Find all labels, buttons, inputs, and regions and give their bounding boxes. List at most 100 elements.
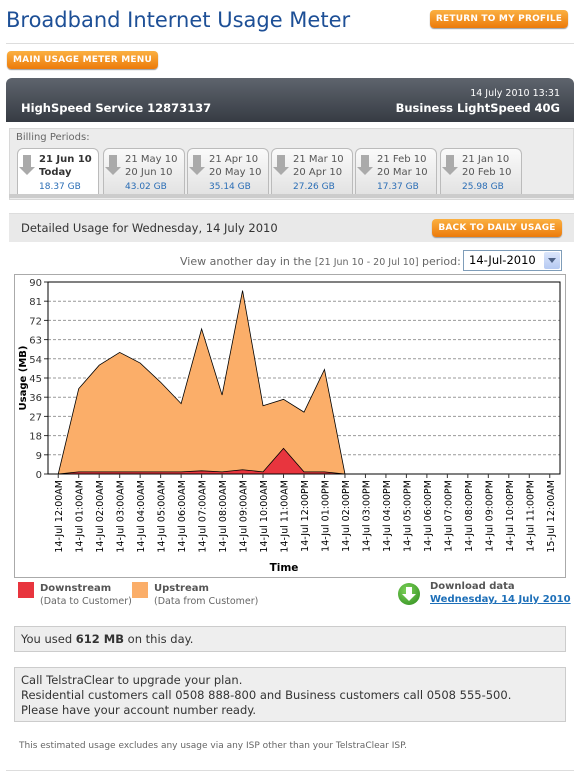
legend-swatch — [132, 582, 148, 598]
x-tick-label: 14-Jul 05:00PM — [402, 480, 413, 552]
account-datetime: 14 July 2010 13:31 — [470, 88, 560, 99]
tab-start: 21 Feb 10 — [377, 154, 427, 165]
period-range: [21 Jun 10 - 20 Jul 10] — [314, 257, 419, 268]
tab-arrow — [19, 155, 35, 175]
y-tick-label: 18 — [29, 432, 42, 443]
y-tick-label: 27 — [29, 412, 42, 423]
tab-baseline — [9, 194, 574, 198]
y-tick-label: 45 — [29, 374, 42, 385]
x-tick-label: 14-Jul 07:00AM — [198, 480, 209, 553]
billing-tab[interactable]: 21 Mar 10 20 Apr 10 27.26 GB — [271, 148, 353, 195]
detail-heading: Detailed Usage for Wednesday, 14 July 20… — [21, 221, 278, 235]
x-tick-label: 14-Jul 07:00PM — [443, 480, 454, 552]
upgrade-line: Please have your account number ready. — [21, 703, 257, 717]
plan-name: Business LightSpeed 40G — [395, 101, 560, 115]
x-tick-label: 14-Jul 04:00PM — [382, 480, 393, 552]
tab-arrow — [189, 155, 205, 175]
y-axis-title: Usage (MB) — [18, 346, 29, 411]
x-tick-label: 14-Jul 06:00AM — [177, 480, 188, 553]
billing-tab[interactable]: 21 May 10 20 Jun 10 43.02 GB — [103, 148, 185, 195]
x-tick-label: 14-Jul 05:00AM — [157, 480, 168, 553]
usage-chart: 0 9 18 27 36 45 54 63 72 81 90 14-Jul 12:00AM 14-Jul… — [14, 274, 566, 578]
x-tick-label: 14-Jul 09:00AM — [239, 480, 250, 553]
tab-end: 20 Jun 10 — [125, 167, 173, 178]
legend-description: (Data from Customer) — [154, 596, 259, 607]
back-button[interactable]: BACK TO DAILY USAGE — [432, 219, 562, 237]
view-suffix: period: — [422, 255, 461, 268]
tab-arrow — [273, 155, 289, 175]
download-label: Download data — [430, 581, 515, 592]
upgrade-line: Residential customers call 0508 888-800 … — [21, 688, 512, 702]
service-id: HighSpeed Service 12873137 — [21, 101, 212, 115]
tab-usage: 43.02 GB — [125, 182, 167, 192]
x-axis-title: Time — [270, 562, 299, 574]
tab-end: 20 Feb 10 — [462, 167, 512, 178]
page-title: Broadband Internet Usage Meter — [6, 8, 351, 32]
area-series — [57, 290, 346, 475]
billing-tab[interactable]: 21 Feb 10 20 Mar 10 17.37 GB — [355, 148, 437, 195]
y-tick-label: 36 — [29, 393, 42, 404]
tab-arrow — [357, 155, 373, 175]
x-tick-label: 14-Jul 04:00AM — [136, 480, 147, 553]
tab-usage: 18.37 GB — [39, 182, 81, 192]
day-select[interactable]: 14-Jul-2010 — [463, 250, 562, 271]
view-another-day: View another day in the [21 Jun 10 - 20 … — [180, 255, 461, 268]
summary-prefix: You used — [21, 632, 73, 646]
x-tick-label: 14-Jul 10:00AM — [259, 480, 270, 553]
upgrade-line: Call TelstraClear to upgrade your plan. — [21, 673, 243, 687]
tab-end: 20 Apr 10 — [293, 167, 343, 178]
bottom-rule — [6, 770, 574, 771]
return-button[interactable]: RETURN TO MY PROFILE — [430, 10, 568, 28]
separator — [6, 43, 574, 44]
upgrade-box: Call TelstraClear to upgrade your plan. … — [14, 667, 566, 722]
legend-description: (Data to Customer) — [40, 596, 132, 607]
tab-arrow — [442, 155, 458, 175]
tab-usage: 35.14 GB — [209, 182, 251, 192]
tab-arrow — [105, 155, 121, 175]
account-bar: 14 July 2010 13:31 HighSpeed Service 128… — [6, 78, 574, 122]
x-tick-label: 14-Jul 02:00AM — [95, 480, 106, 553]
y-tick-label: 0 — [36, 470, 42, 481]
select-arrow — [544, 252, 560, 269]
tab-start: 21 Jun 10 — [39, 154, 92, 165]
legend-swatch — [18, 582, 34, 598]
menu-button[interactable]: MAIN USAGE METER MENU — [7, 51, 158, 69]
x-tick-label: 14-Jul 06:00PM — [423, 480, 434, 552]
tab-usage: 17.37 GB — [377, 182, 419, 192]
download-link[interactable]: Wednesday, 14 July 2010 — [430, 594, 571, 605]
y-tick-label: 72 — [29, 316, 42, 327]
billing-tab[interactable]: 21 Apr 10 20 May 10 35.14 GB — [187, 148, 269, 195]
summary-amount: 612 MB — [75, 632, 125, 646]
download-icon[interactable] — [398, 583, 420, 605]
area-series — [58, 447, 346, 475]
x-tick-label: 14-Jul 09:00PM — [484, 480, 495, 552]
legend-name: Upstream — [154, 583, 209, 594]
detail-header: Detailed Usage for Wednesday, 14 July 20… — [9, 213, 574, 242]
y-tick-label: 54 — [29, 355, 42, 366]
summary-box: You used 612 MB on this day. — [14, 626, 566, 652]
y-tick-label: 90 — [29, 278, 42, 289]
x-tick-label: 14-Jul 11:00AM — [280, 480, 291, 553]
y-tick-label: 9 — [36, 451, 42, 462]
x-tick-label: 15-Jul 12:00AM — [546, 480, 557, 553]
x-tick-label: 14-Jul 12:00AM — [54, 480, 65, 553]
x-tick-label: 14-Jul 03:00AM — [116, 480, 127, 553]
selected-day: 14-Jul-2010 — [469, 253, 536, 267]
billing-tab[interactable]: 21 Jun 10 Today 18.37 GB — [17, 148, 99, 195]
tab-start: 21 Jan 10 — [462, 154, 510, 165]
tab-usage: 27.26 GB — [293, 182, 335, 192]
y-tick-label: 63 — [29, 336, 42, 347]
x-tick-label: 14-Jul 08:00AM — [218, 480, 229, 553]
tab-usage: 25.98 GB — [462, 182, 504, 192]
tab-end: 20 Mar 10 — [377, 167, 428, 178]
x-tick-label: 14-Jul 12:00PM — [300, 480, 311, 552]
tab-start: 21 Apr 10 — [209, 154, 259, 165]
x-tick-label: 14-Jul 01:00PM — [320, 480, 331, 552]
view-prefix: View another day in the — [180, 255, 312, 268]
x-tick-label: 14-Jul 08:00PM — [464, 480, 475, 552]
footnote: This estimated usage excludes any usage … — [19, 741, 407, 751]
x-tick-label: 14-Jul 02:00PM — [341, 480, 352, 552]
legend-name: Downstream — [40, 583, 112, 594]
x-tick-label: 14-Jul 11:00PM — [525, 480, 536, 552]
billing-tab[interactable]: 21 Jan 10 20 Feb 10 25.98 GB — [440, 148, 522, 195]
